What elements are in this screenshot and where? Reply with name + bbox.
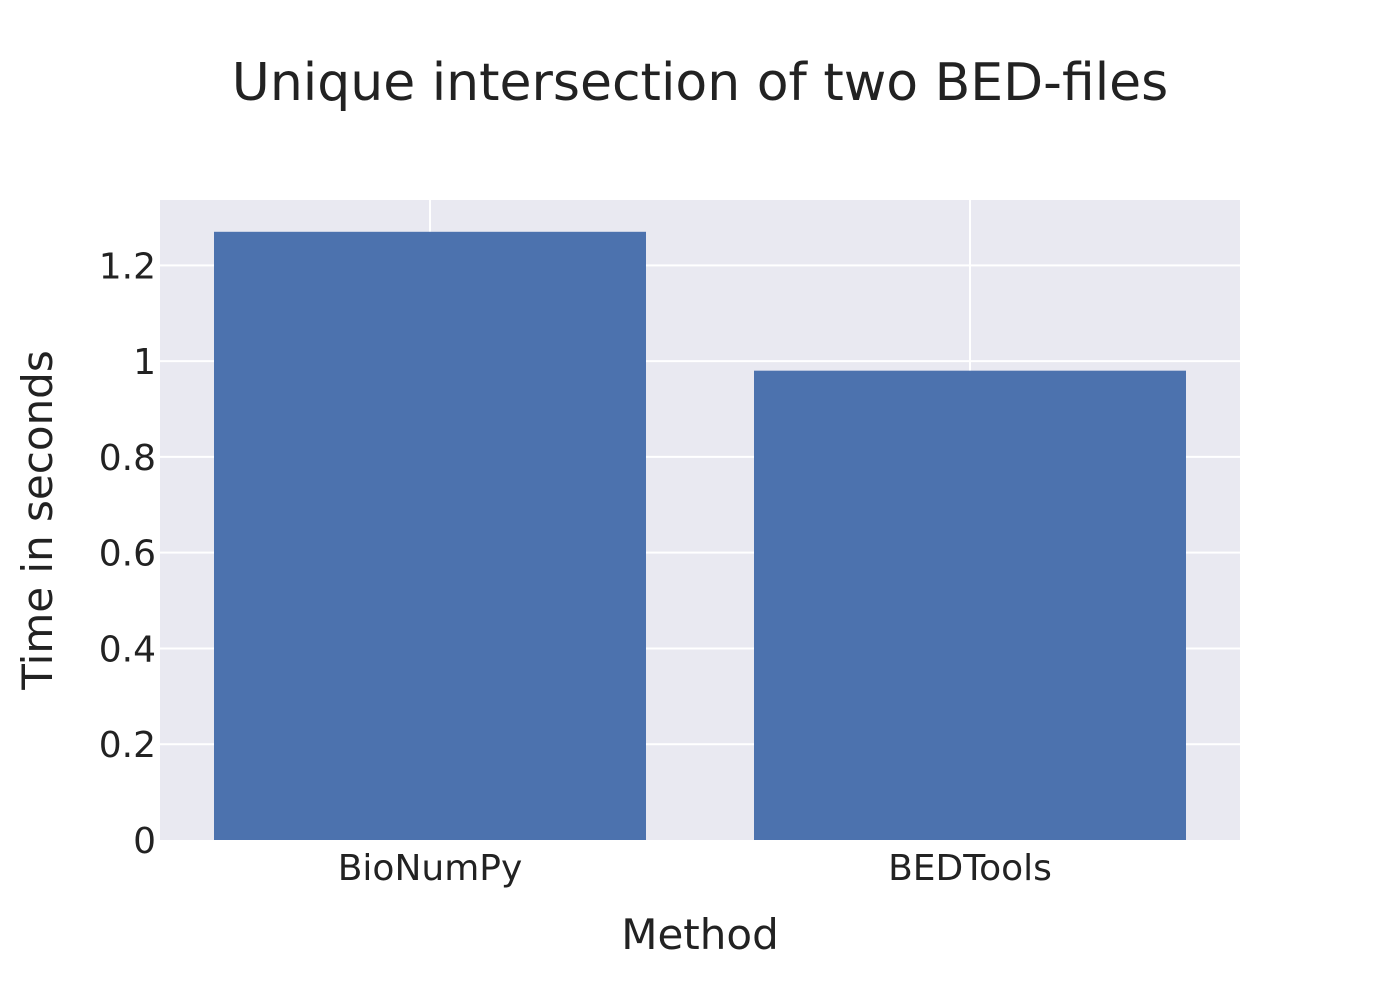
y-tick-label: 0.4	[99, 629, 156, 670]
bar-bedtools	[754, 370, 1186, 840]
chart-title: Unique intersection of two BED-files	[232, 53, 1168, 113]
y-tick-label: 0.2	[99, 725, 156, 766]
x-axis-ticks: BioNumPy BEDTools	[338, 848, 1052, 889]
x-axis-title: Method	[621, 910, 779, 959]
bars	[214, 231, 1186, 841]
y-tick-label: 0.6	[99, 534, 156, 575]
y-axis-ticks: 0 0.2 0.4 0.6 0.8 1 1.2	[99, 246, 156, 862]
y-tick-label: 1.2	[99, 246, 156, 287]
y-tick-label: 1	[133, 342, 156, 383]
x-tick-label: BEDTools	[888, 848, 1052, 889]
x-tick-label: BioNumPy	[338, 848, 523, 889]
y-axis-title: Time in seconds	[13, 350, 62, 690]
y-tick-label: 0.8	[99, 438, 156, 479]
bar-bionumpy	[214, 231, 646, 841]
y-tick-label: 0	[133, 821, 156, 862]
